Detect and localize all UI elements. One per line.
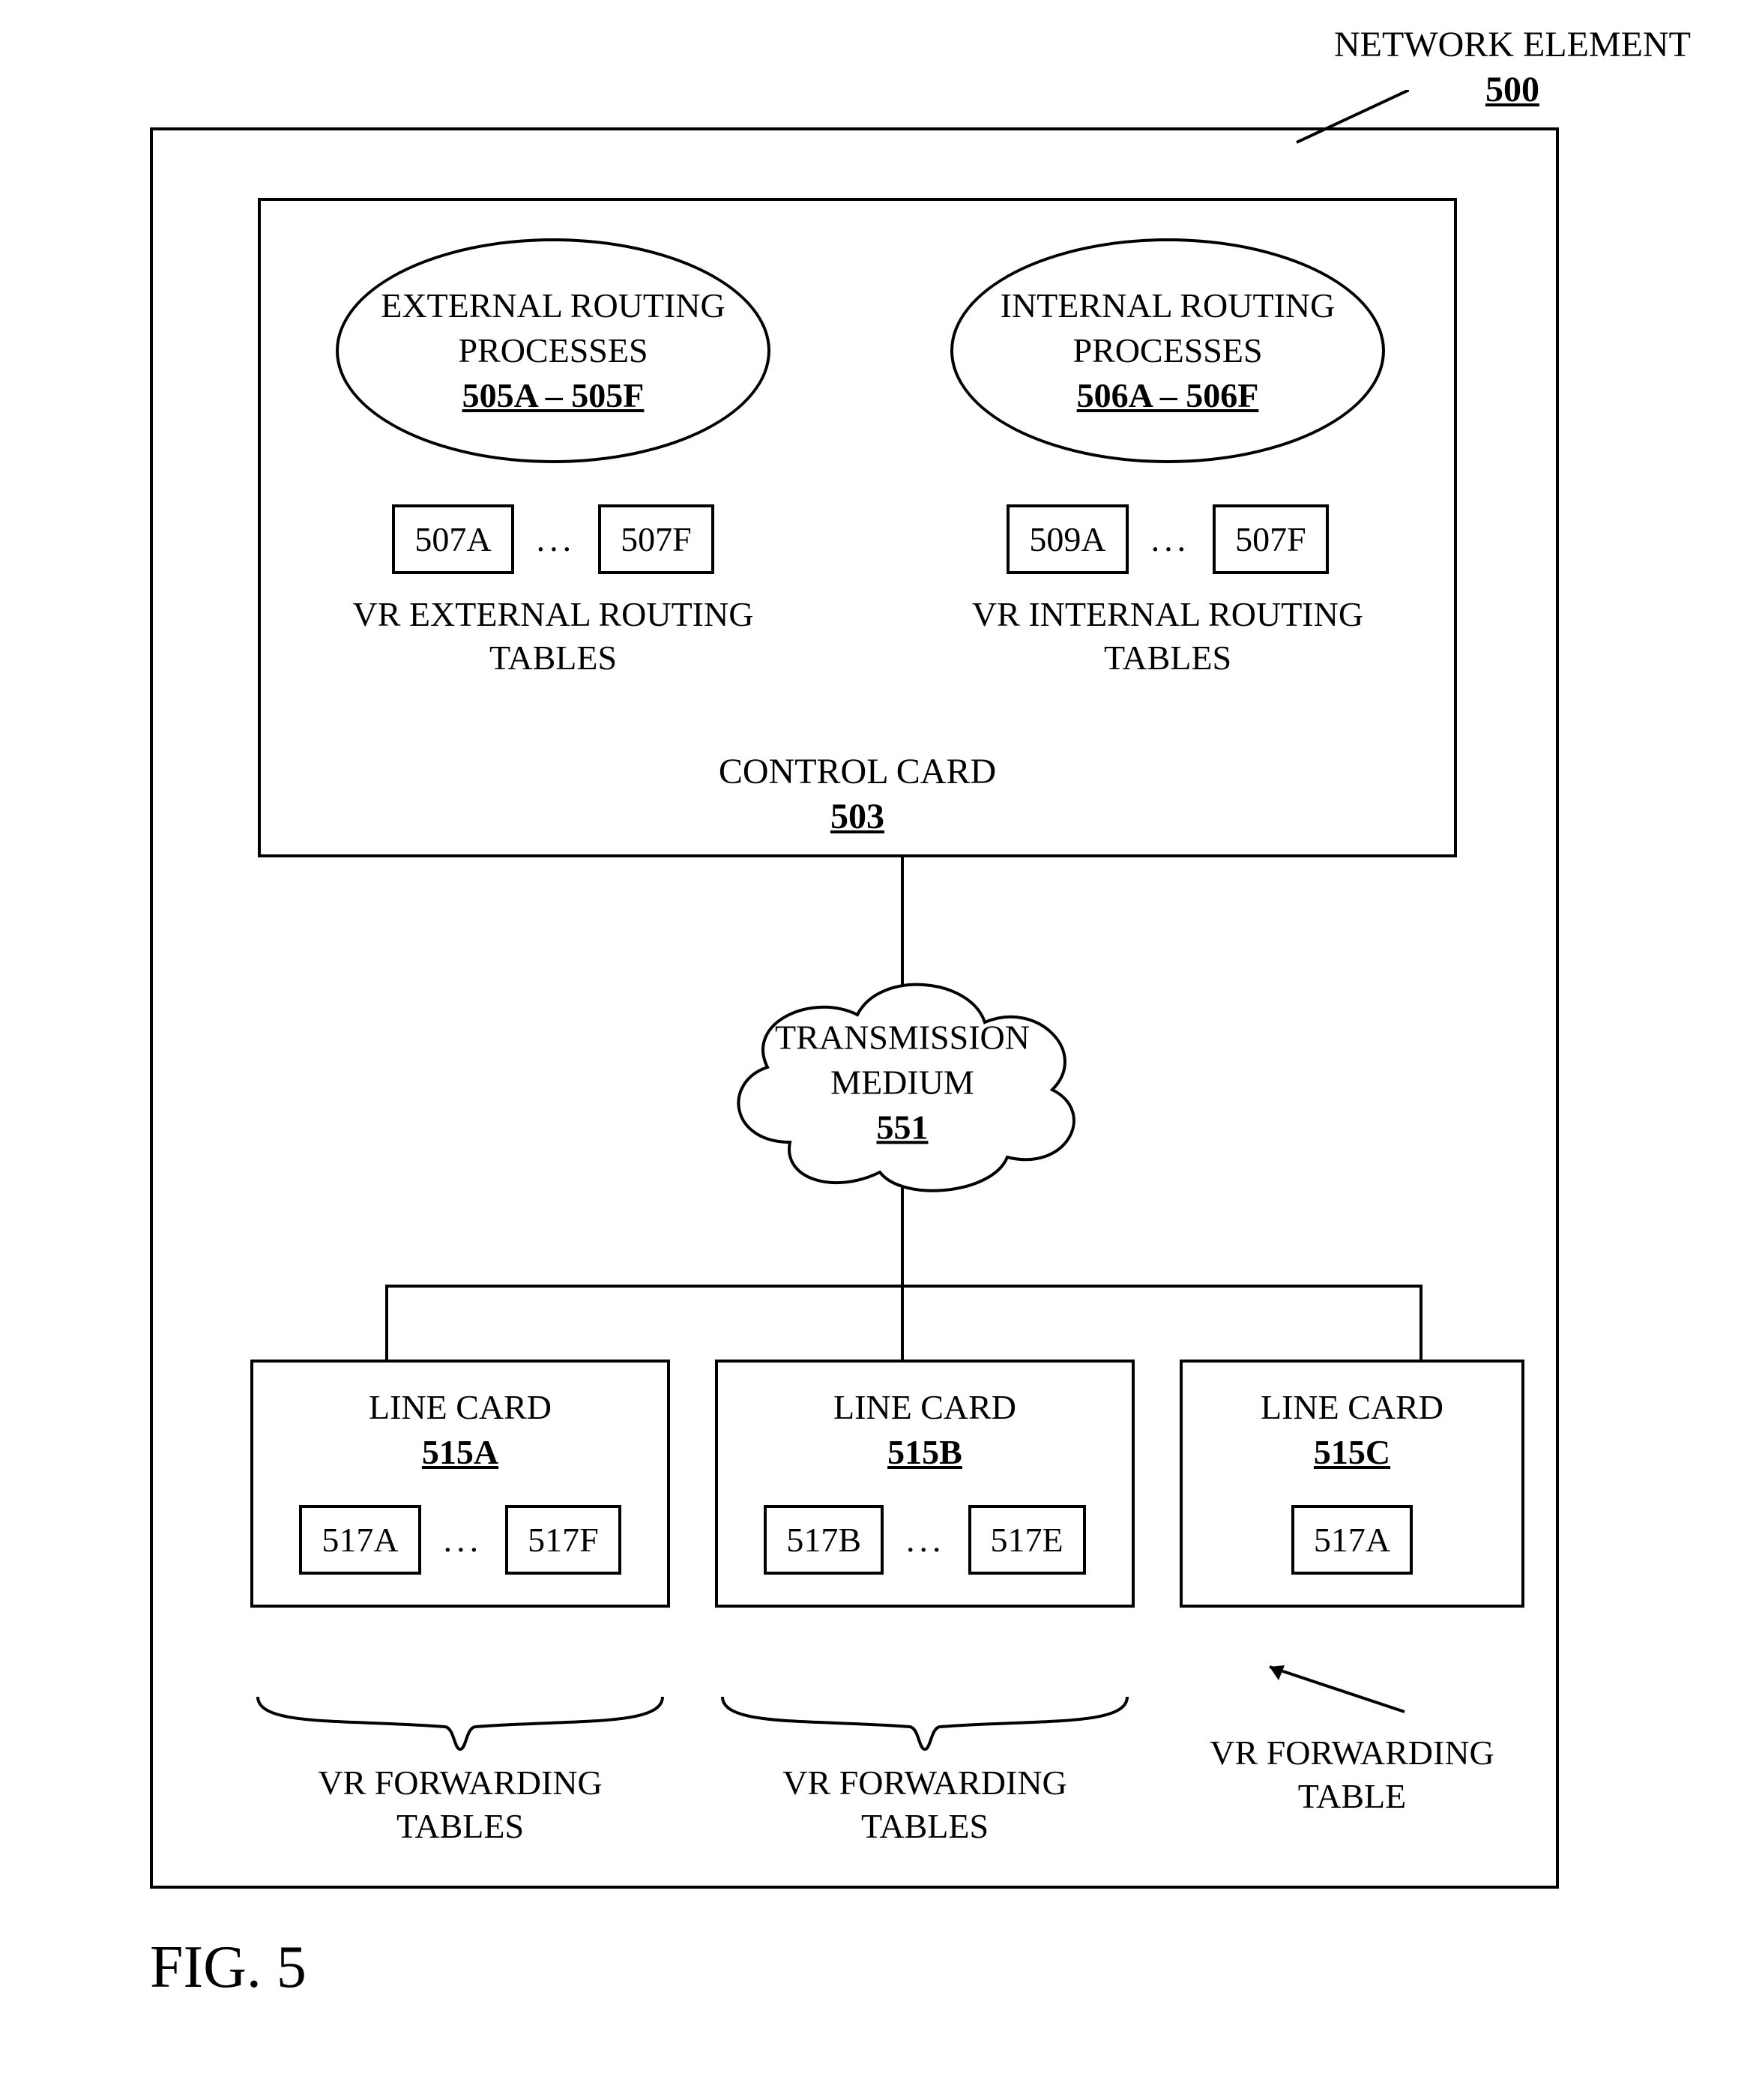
ext-proc-range: 505A – 505F [462, 376, 645, 414]
lc-b-ref: 515B [887, 1433, 962, 1471]
network-element-box: EXTERNAL ROUTING PROCESSES 505A – 505F 5… [150, 127, 1559, 1889]
ext-proc-label: EXTERNAL ROUTING PROCESSES [381, 286, 725, 369]
tm-ref: 551 [876, 1108, 928, 1146]
lc-a-dots: ... [444, 1520, 483, 1560]
lc-c-row: 517A [1291, 1505, 1413, 1575]
int-proc-range: 506A – 506F [1077, 376, 1259, 414]
int-table-last: 507F [1213, 504, 1329, 574]
external-routing-column: EXTERNAL ROUTING PROCESSES 505A – 505F 5… [321, 238, 785, 679]
network-element-ref: 500 [1485, 70, 1539, 109]
ext-tables-row: 507A ... 507F [392, 504, 713, 574]
int-tables-dots: ... [1151, 519, 1191, 559]
int-tables-caption: VR INTERNAL ROUTING TABLES [935, 593, 1400, 679]
lc-a-ref: 515A [422, 1433, 498, 1471]
brace-a-group: VR FORWARDING TABLES [250, 1689, 670, 1847]
cc-text: CONTROL CARD [719, 752, 996, 791]
line-card-a: LINE CARD 515A 517A ... 517F [250, 1360, 670, 1608]
lc-b-text: LINE CARD [833, 1388, 1016, 1426]
network-element-text: NETWORK ELEMENT [1334, 25, 1691, 64]
brace-b-group: VR FORWARDING TABLES [715, 1689, 1135, 1847]
brace-c-label: VR FORWARDING TABLE [1180, 1731, 1524, 1817]
brace-a-label: VR FORWARDING TABLES [250, 1761, 670, 1847]
lc-b-first: 517B [764, 1505, 884, 1575]
brace-c-arrow-icon [1180, 1659, 1524, 1727]
line-card-c: LINE CARD 515C 517A [1180, 1360, 1524, 1608]
lc-b-row: 517B ... 517E [764, 1505, 1085, 1575]
int-tables-row: 509A ... 507F [1007, 504, 1328, 574]
brace-c-group: VR FORWARDING TABLE [1180, 1659, 1524, 1817]
external-routing-processes: EXTERNAL ROUTING PROCESSES 505A – 505F [336, 238, 770, 463]
int-table-first: 509A [1007, 504, 1128, 574]
cloud-text: TRANSMISSION MEDIUM 551 [775, 1015, 1030, 1149]
cc-ref: 503 [830, 797, 884, 836]
brace-a-icon [250, 1689, 670, 1757]
control-card-label: CONTROL CARD 503 [719, 749, 996, 839]
drop-a [385, 1285, 388, 1360]
internal-routing-column: INTERNAL ROUTING PROCESSES 506A – 506F 5… [935, 238, 1400, 679]
ext-tables-caption: VR EXTERNAL ROUTING TABLES [321, 593, 785, 679]
drop-c [1419, 1285, 1422, 1360]
lc-c-title: LINE CARD 515C [1261, 1385, 1443, 1475]
drop-b [901, 1285, 904, 1360]
line-card-b: LINE CARD 515B 517B ... 517E [715, 1360, 1135, 1608]
ext-tables-dots: ... [537, 519, 576, 559]
lc-a-last: 517F [505, 1505, 621, 1575]
lc-b-title: LINE CARD 515B [833, 1385, 1016, 1475]
lc-b-dots: ... [906, 1520, 946, 1560]
lc-a-text: LINE CARD [369, 1388, 552, 1426]
control-card-box: EXTERNAL ROUTING PROCESSES 505A – 505F 5… [258, 198, 1457, 857]
tm-label: TRANSMISSION MEDIUM [775, 1018, 1030, 1101]
lc-c-ref: 515C [1314, 1433, 1390, 1471]
brace-b-label: VR FORWARDING TABLES [715, 1761, 1135, 1847]
connector-cloud-to-bus [901, 1187, 904, 1285]
internal-routing-processes: INTERNAL ROUTING PROCESSES 506A – 506F [950, 238, 1385, 463]
lc-b-last: 517E [968, 1505, 1086, 1575]
brace-b-icon [715, 1689, 1135, 1757]
lc-a-title: LINE CARD 515A [369, 1385, 552, 1475]
lc-a-row: 517A ... 517F [299, 1505, 621, 1575]
ext-table-last: 507F [598, 504, 714, 574]
figure-label: FIG. 5 [150, 1934, 307, 2002]
ext-table-first: 507A [392, 504, 513, 574]
lc-a-first: 517A [299, 1505, 420, 1575]
int-proc-label: INTERNAL ROUTING PROCESSES [1001, 286, 1336, 369]
lc-c-single: 517A [1291, 1505, 1413, 1575]
lc-c-text: LINE CARD [1261, 1388, 1443, 1426]
transmission-medium-cloud: TRANSMISSION MEDIUM 551 [707, 955, 1097, 1210]
